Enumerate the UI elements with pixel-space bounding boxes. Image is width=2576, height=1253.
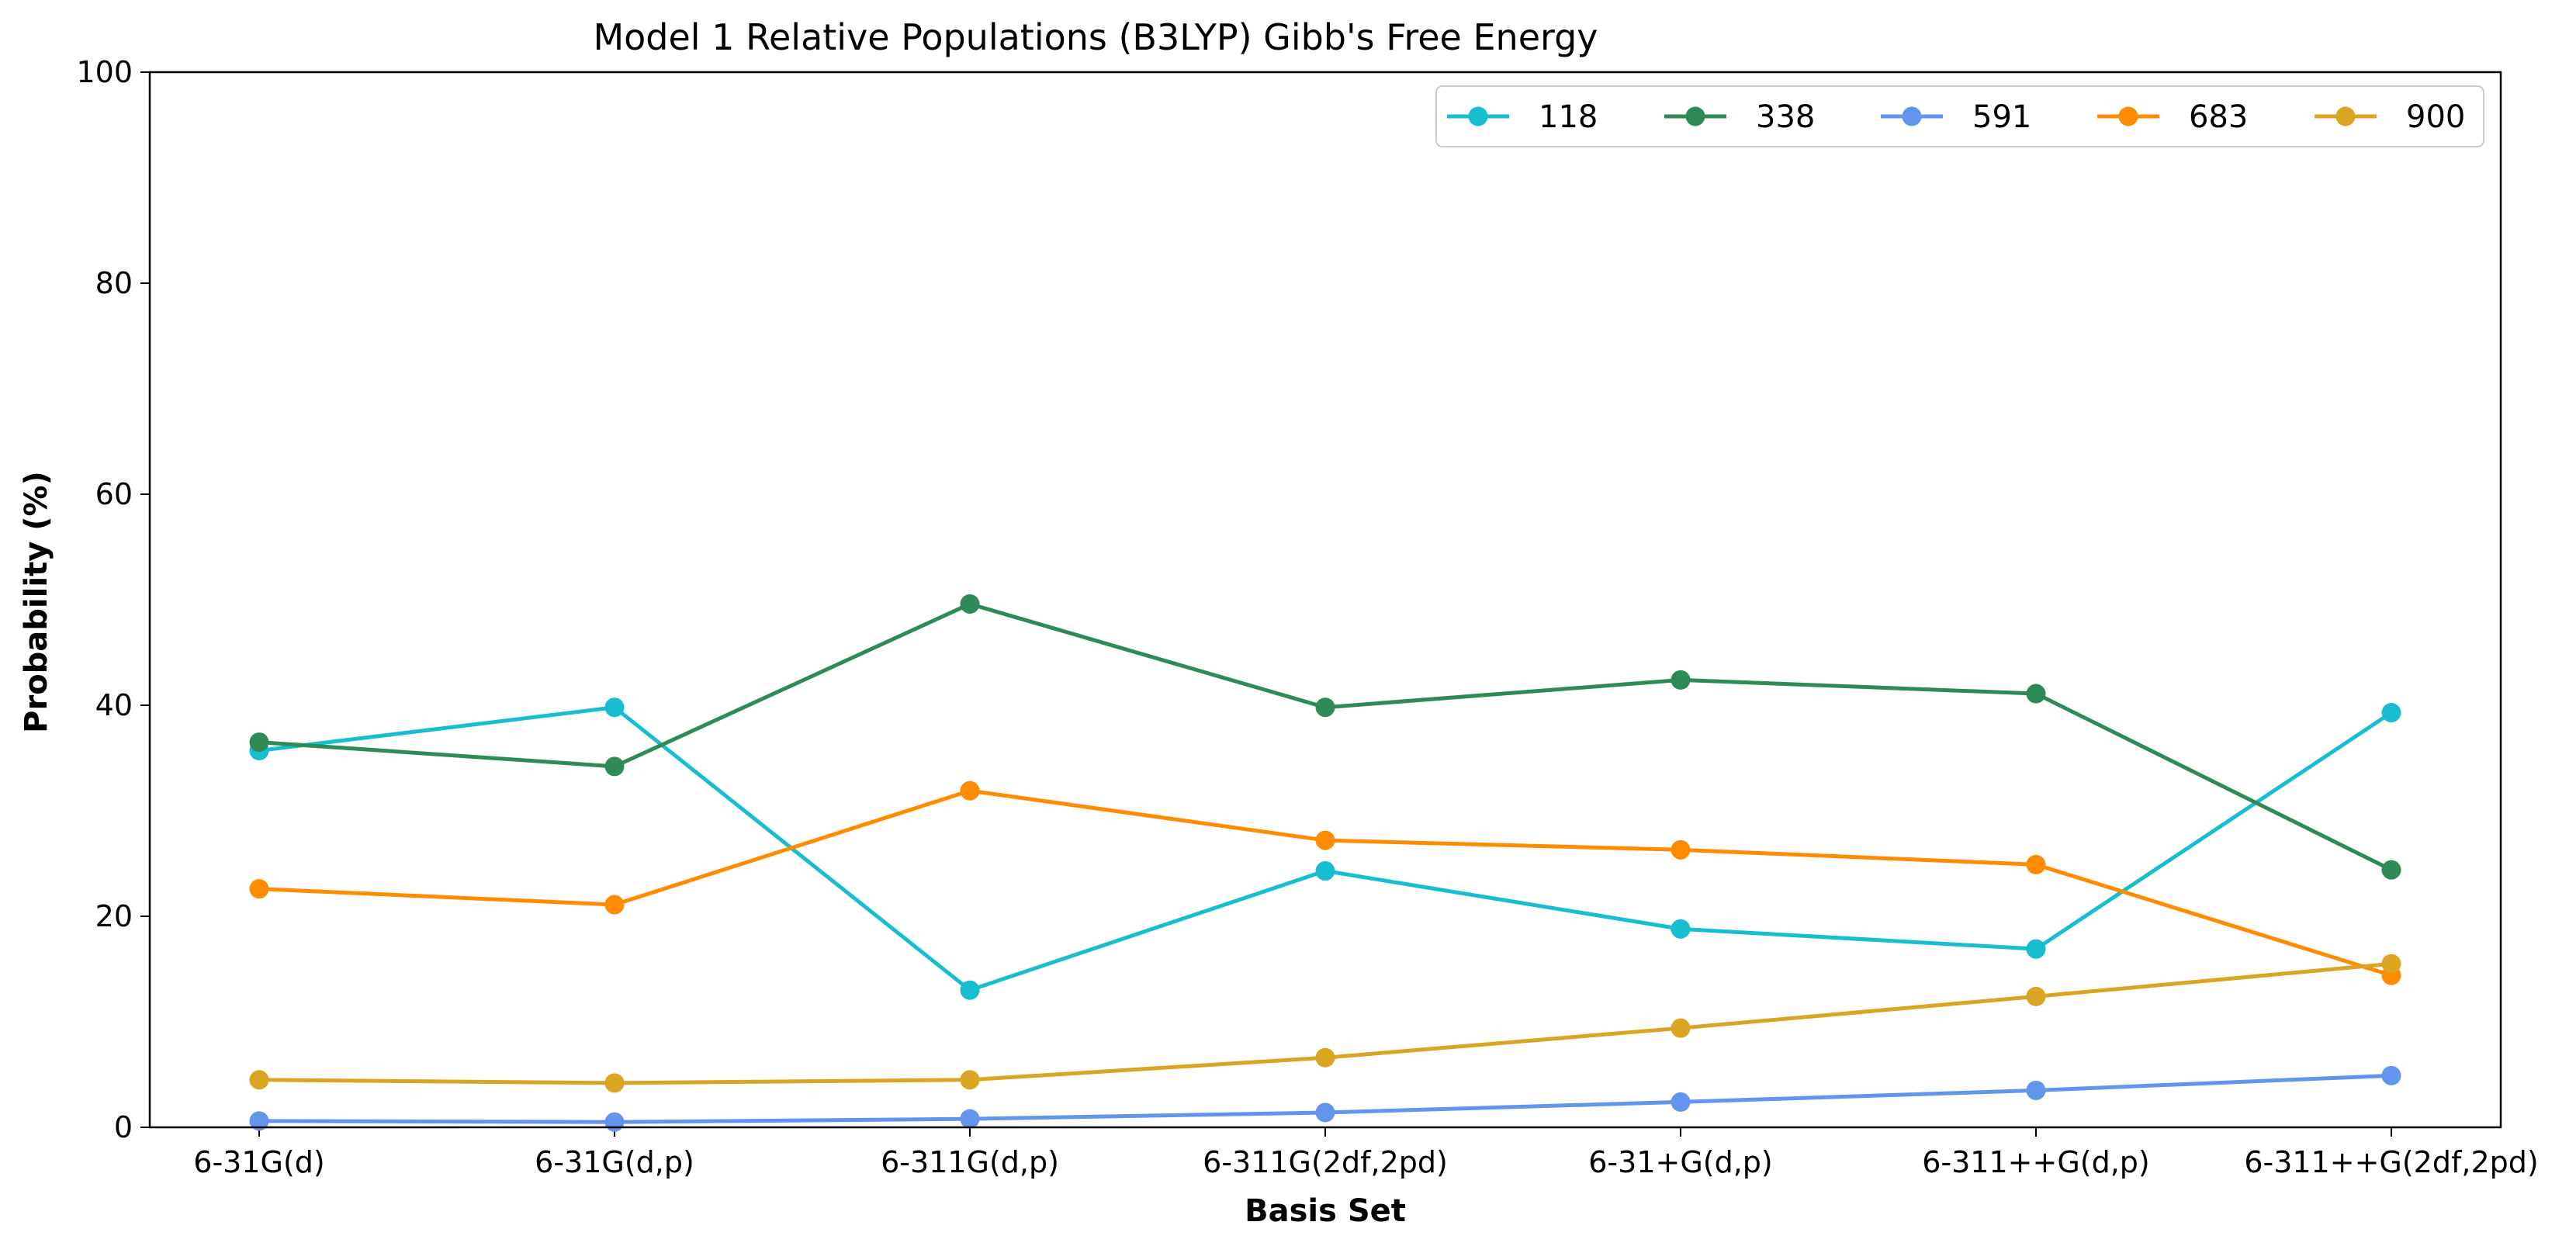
data-point-338-2 xyxy=(960,594,980,614)
data-point-338-5 xyxy=(2026,684,2046,704)
data-point-118-1 xyxy=(604,697,625,718)
legend-marker-900 xyxy=(2335,106,2356,126)
data-point-683-4 xyxy=(1671,839,1691,860)
data-point-118-2 xyxy=(960,980,980,1000)
legend-marker-118 xyxy=(1468,106,1488,126)
legend-marker-591 xyxy=(1902,106,1922,126)
legend-label-591: 591 xyxy=(1972,99,2031,135)
data-point-118-6 xyxy=(2381,703,2401,723)
data-point-591-1 xyxy=(604,1112,625,1132)
y-tick-label: 0 xyxy=(114,1110,133,1144)
data-point-338-3 xyxy=(1315,697,1335,718)
data-point-591-4 xyxy=(1671,1092,1691,1112)
data-point-591-6 xyxy=(2381,1065,2401,1085)
data-point-338-4 xyxy=(1671,670,1691,690)
legend-box xyxy=(1435,85,2484,147)
series-line-683 xyxy=(258,788,2392,978)
data-point-683-3 xyxy=(1315,830,1335,850)
data-point-900-3 xyxy=(1315,1047,1335,1068)
legend-label-900: 900 xyxy=(2406,99,2465,135)
data-point-900-0 xyxy=(249,1070,269,1090)
data-point-683-1 xyxy=(604,895,625,915)
data-point-118-3 xyxy=(1315,861,1335,881)
data-point-900-5 xyxy=(2026,986,2046,1006)
plot-layer: 0 20 40 60 80 100 6-31G(d) 6-31G(d,p) 6-311G(d,p… xyxy=(76,55,2538,1179)
data-point-900-2 xyxy=(960,1070,980,1090)
data-point-683-2 xyxy=(960,781,980,801)
legend-label-338: 338 xyxy=(1756,99,1815,135)
data-point-900-1 xyxy=(604,1073,625,1093)
x-tick-label: 6-31+G(d,p) xyxy=(1588,1145,1773,1179)
chart-title: Model 1 Relative Populations (B3LYP) Gib… xyxy=(593,16,1598,58)
data-point-338-1 xyxy=(604,756,625,777)
data-point-338-0 xyxy=(249,732,269,753)
x-tick-label: 6-31G(d) xyxy=(193,1145,324,1179)
data-point-591-2 xyxy=(960,1109,980,1129)
data-point-118-4 xyxy=(1671,919,1691,939)
legend-label-118: 118 xyxy=(1539,99,1598,135)
series-line-338 xyxy=(258,601,2393,872)
y-tick-label: 100 xyxy=(76,55,133,89)
plot-frame xyxy=(148,71,2502,1129)
y-axis-label: Probability (%) xyxy=(19,471,54,733)
x-tick-label: 6-311++G(d,p) xyxy=(1922,1145,2150,1179)
legend-marker-338 xyxy=(1685,106,1705,126)
x-tick-label: 6-31G(d,p) xyxy=(535,1145,694,1179)
data-point-591-5 xyxy=(2026,1080,2046,1100)
data-point-591-0 xyxy=(249,1111,269,1131)
legend-marker-683 xyxy=(2118,106,2138,126)
data-point-683-0 xyxy=(249,879,269,899)
legend: 118 338 591 683 900 xyxy=(1435,85,2484,147)
y-tick-label: 80 xyxy=(95,266,133,300)
data-point-900-6 xyxy=(2381,954,2401,974)
y-tick-label: 20 xyxy=(95,899,133,933)
data-point-338-6 xyxy=(2381,860,2401,880)
data-point-118-5 xyxy=(2026,939,2046,959)
x-tick-label: 6-311G(2df,2pd) xyxy=(1203,1145,1448,1179)
data-point-591-3 xyxy=(1315,1102,1335,1123)
y-tick-label: 60 xyxy=(95,477,133,511)
x-tick-label: 6-311++G(2df,2pd) xyxy=(2244,1145,2538,1179)
x-tick-label: 6-311G(d,p) xyxy=(881,1145,1059,1179)
data-point-900-4 xyxy=(1671,1018,1691,1038)
x-axis-label: Basis Set xyxy=(1245,1193,1406,1229)
y-tick-label: 40 xyxy=(95,688,133,722)
data-point-683-5 xyxy=(2026,854,2046,874)
legend-label-683: 683 xyxy=(2189,99,2248,135)
